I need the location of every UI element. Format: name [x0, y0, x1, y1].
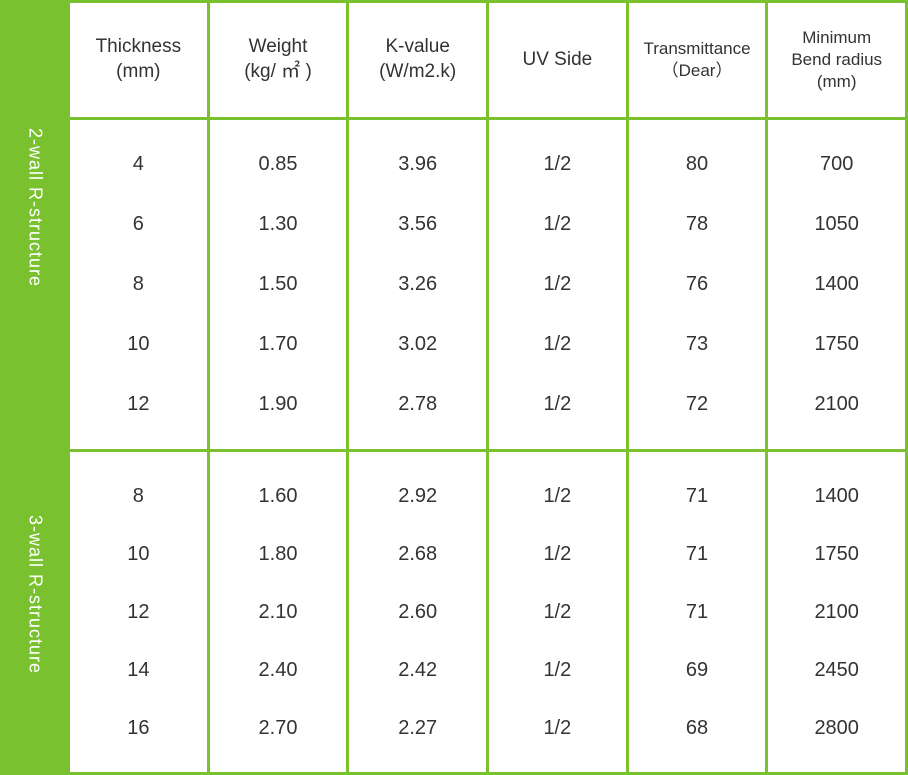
data-cell: 14: [70, 651, 207, 690]
data-cell: 2.27: [349, 709, 486, 748]
header-unit: Bend radius: [791, 49, 882, 71]
header-kvalue: K-value (W/m2.k): [349, 3, 489, 117]
data-cell: 12: [70, 593, 207, 632]
header-unit: (W/m2.k): [379, 60, 456, 85]
header-unit: (kg/ ㎡ ): [244, 60, 312, 85]
column-kvalue: 3.96 3.56 3.26 3.02 2.78: [349, 120, 489, 449]
sidebar: 2-wall R-structure 3-wall R-structure: [0, 0, 70, 775]
data-cell: 1/2: [489, 535, 626, 574]
column-bendradius: 700 1050 1400 1750 2100: [768, 120, 908, 449]
data-cell: 2.68: [349, 535, 486, 574]
column-thickness: 4 6 8 10 12: [70, 120, 210, 449]
table-header: Thickness (mm) Weight (kg/ ㎡ ) K-value (…: [70, 0, 908, 120]
data-cell: 1/2: [489, 265, 626, 304]
data-cell: 1.50: [210, 265, 347, 304]
data-cell: 1/2: [489, 205, 626, 244]
column-bendradius: 1400 1750 2100 2450 2800: [768, 452, 908, 772]
data-cell: 4: [70, 145, 207, 184]
column-uvside: 1/2 1/2 1/2 1/2 1/2: [489, 452, 629, 772]
data-cell: 12: [70, 385, 207, 424]
data-cell: 72: [629, 385, 766, 424]
data-cell: 1/2: [489, 325, 626, 364]
header-title: Transmittance: [643, 38, 750, 60]
data-cell: 1/2: [489, 385, 626, 424]
section-2wall: 46810120.851.301.501.701.903.963.563.263…: [70, 120, 908, 452]
header-thickness: Thickness (mm): [70, 3, 210, 117]
data-cell: 2.40: [210, 651, 347, 690]
data-cell: 2.92: [349, 477, 486, 516]
data-cell: 2100: [768, 385, 905, 424]
data-cell: 2.78: [349, 385, 486, 424]
data-cell: 1750: [768, 325, 905, 364]
data-cell: 1.90: [210, 385, 347, 424]
data-cell: 2.60: [349, 593, 486, 632]
header-title: K-value: [385, 35, 449, 60]
column-uvside: 1/2 1/2 1/2 1/2 1/2: [489, 120, 629, 449]
column-kvalue: 2.92 2.68 2.60 2.42 2.27: [349, 452, 489, 772]
sidebar-label-3wall: 3-wall R-structure: [0, 415, 70, 775]
data-cell: 69: [629, 651, 766, 690]
header-title: Thickness: [96, 35, 182, 60]
data-cell: 16: [70, 709, 207, 748]
data-cell: 71: [629, 535, 766, 574]
data-cell: 1400: [768, 265, 905, 304]
data-cell: 2.70: [210, 709, 347, 748]
data-cell: 78: [629, 205, 766, 244]
column-weight: 0.85 1.30 1.50 1.70 1.90: [210, 120, 350, 449]
data-cell: 10: [70, 535, 207, 574]
data-cell: 3.96: [349, 145, 486, 184]
header-weight: Weight (kg/ ㎡ ): [210, 3, 350, 117]
header-unit: （Dear）: [662, 60, 733, 82]
section-3wall: 8 10 12 14 16 1.60 1.80 2.10 2.40 2.70 2.92 2.68 2.6…: [70, 452, 908, 775]
data-cell: 2450: [768, 651, 905, 690]
data-cell: 1/2: [489, 651, 626, 690]
data-cell: 3.02: [349, 325, 486, 364]
data-cell: 73: [629, 325, 766, 364]
data-cell: 68: [629, 709, 766, 748]
data-cell: 8: [70, 477, 207, 516]
header-title: Minimum: [802, 27, 871, 49]
data-cell: 1/2: [489, 709, 626, 748]
data-cell: 1.70: [210, 325, 347, 364]
data-cell: 1/2: [489, 477, 626, 516]
data-cell: 2.42: [349, 651, 486, 690]
header-unit2: (mm): [817, 71, 857, 93]
data-cell: 1.30: [210, 205, 347, 244]
data-cell: 3.56: [349, 205, 486, 244]
data-cell: 2.10: [210, 593, 347, 632]
data-cell: 1750: [768, 535, 905, 574]
data-cell: 8: [70, 265, 207, 304]
data-cell: 76: [629, 265, 766, 304]
data-cell: 71: [629, 593, 766, 632]
header-unit: (mm): [116, 60, 160, 85]
data-cell: 700: [768, 145, 905, 184]
data-cell: 10: [70, 325, 207, 364]
header-bendradius: Minimum Bend radius (mm): [768, 3, 908, 117]
main-container: 2-wall R-structure 3-wall R-structure Th…: [0, 0, 908, 775]
data-cell: 71: [629, 477, 766, 516]
sidebar-label-2wall: 2-wall R-structure: [0, 0, 70, 415]
column-thickness: 8 10 12 14 16: [70, 452, 210, 772]
header-uvside: UV Side: [489, 3, 629, 117]
data-cell: 1.60: [210, 477, 347, 516]
table-body: 46810120.851.301.501.701.903.963.563.263…: [70, 120, 908, 775]
data-cell: 80: [629, 145, 766, 184]
header-title: Weight: [249, 35, 308, 60]
table-main: Thickness (mm) Weight (kg/ ㎡ ) K-value (…: [70, 0, 908, 775]
column-transmittance: 80 78 76 73 72: [629, 120, 769, 449]
data-cell: 1/2: [489, 593, 626, 632]
column-transmittance: 71 71 71 69 68: [629, 452, 769, 772]
data-cell: 3.26: [349, 265, 486, 304]
column-weight: 1.60 1.80 2.10 2.40 2.70: [210, 452, 350, 772]
data-cell: 0.85: [210, 145, 347, 184]
header-transmittance: Transmittance （Dear）: [629, 3, 769, 117]
data-cell: 2100: [768, 593, 905, 632]
data-cell: 2800: [768, 709, 905, 748]
data-cell: 6: [70, 205, 207, 244]
data-cell: 1400: [768, 477, 905, 516]
data-cell: 1/2: [489, 145, 626, 184]
data-cell: 1.80: [210, 535, 347, 574]
header-title: UV Side: [523, 48, 593, 73]
data-cell: 1050: [768, 205, 905, 244]
